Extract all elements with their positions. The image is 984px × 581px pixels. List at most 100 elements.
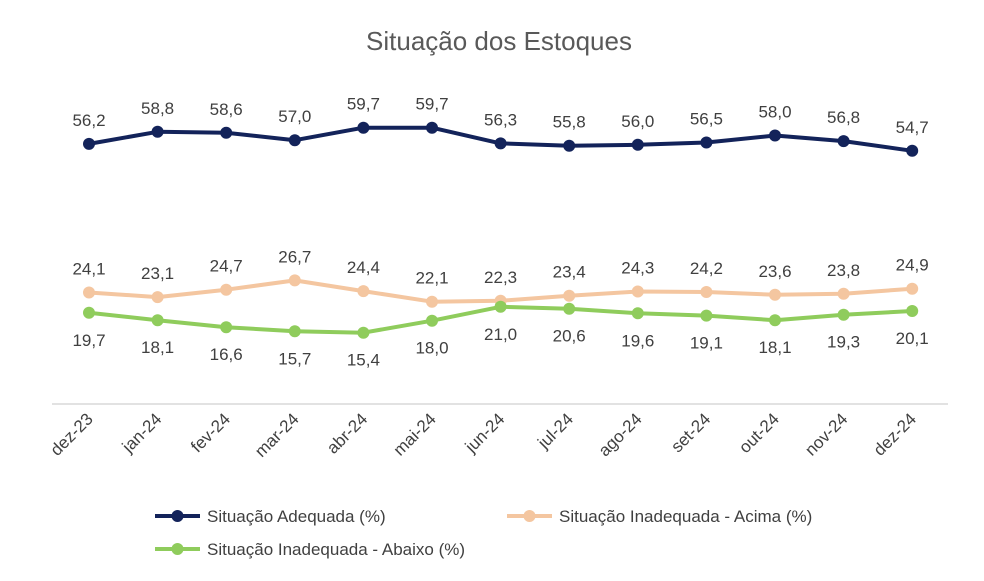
- legend-label-adequada: Situação Adequada (%): [207, 507, 386, 526]
- data-point-adequada: [288, 134, 301, 147]
- legend-item-adequada: Situação Adequada (%): [155, 507, 386, 526]
- data-point-abaixo: [494, 300, 507, 313]
- x-tick-label: mai-24: [390, 409, 440, 459]
- data-label-acima: 23,4: [553, 263, 586, 282]
- data-point-abaixo: [83, 306, 95, 319]
- data-label-adequada: 54,7: [896, 118, 929, 137]
- data-point-acima: [769, 288, 781, 301]
- data-point-adequada: [837, 135, 850, 148]
- data-point-abaixo: [357, 326, 370, 339]
- data-point-adequada: [426, 121, 438, 134]
- x-tick-label: fev-24: [187, 409, 234, 456]
- x-tick-label: nov-24: [801, 409, 851, 459]
- data-point-adequada: [906, 144, 919, 157]
- data-label-adequada: 56,3: [484, 110, 517, 129]
- data-label-adequada: 58,0: [758, 103, 791, 122]
- legend-item-acima: Situação Inadequada - Acima (%): [507, 507, 812, 526]
- data-label-abaixo: 19,6: [621, 331, 654, 350]
- data-label-layer: 56,2 58,8 58,6 57,0 59,7 59,7 56,3 55,8 56,0 56,5…: [72, 95, 928, 370]
- data-point-acima: [151, 291, 164, 304]
- data-point-abaixo: [220, 321, 233, 334]
- data-point-acima: [700, 286, 713, 298]
- data-label-abaixo: 16,6: [210, 345, 243, 364]
- data-label-adequada: 58,6: [210, 100, 243, 119]
- data-label-abaixo: 18,1: [141, 338, 174, 357]
- data-point-abaixo: [769, 314, 781, 327]
- x-tick-layer: dez-23 jan-24 fev-24 mar-24 abr-24 mai-24 jun-…: [47, 409, 920, 461]
- data-point-abaixo: [563, 302, 576, 315]
- data-point-acima: [288, 274, 301, 287]
- data-label-adequada: 56,2: [72, 111, 105, 130]
- chart-title: Situação dos Estoques: [366, 26, 632, 56]
- legend-label-abaixo: Situação Inadequada - Abaixo (%): [207, 540, 465, 559]
- data-point-adequada: [631, 138, 644, 151]
- x-tick-label: dez-23: [47, 409, 97, 459]
- data-label-adequada: 57,0: [278, 107, 311, 126]
- data-label-abaixo: 18,1: [758, 338, 791, 357]
- data-point-acima: [83, 286, 95, 299]
- data-label-acima: 24,3: [621, 259, 654, 278]
- data-point-adequada: [357, 121, 370, 134]
- legend-item-abaixo: Situação Inadequada - Abaixo (%): [155, 540, 465, 559]
- data-point-abaixo: [837, 308, 850, 321]
- legend-label-acima: Situação Inadequada - Acima (%): [559, 507, 812, 526]
- data-point-acima: [426, 295, 438, 308]
- data-point-abaixo: [426, 314, 438, 327]
- data-label-abaixo: 18,0: [415, 339, 448, 358]
- data-point-abaixo: [906, 305, 919, 317]
- data-point-adequada: [151, 125, 164, 138]
- data-label-abaixo: 19,7: [72, 331, 105, 350]
- data-label-acima: 24,9: [896, 256, 929, 275]
- data-label-adequada: 55,8: [553, 113, 586, 132]
- data-label-adequada: 59,7: [415, 95, 448, 114]
- data-point-acima: [837, 287, 850, 300]
- data-point-adequada: [83, 137, 95, 150]
- data-point-acima: [220, 283, 233, 296]
- data-point-abaixo: [631, 307, 644, 320]
- data-label-adequada: 58,8: [141, 99, 174, 118]
- data-label-abaixo: 19,1: [690, 334, 723, 353]
- x-tick-label: out-24: [735, 409, 783, 457]
- data-point-acima: [563, 289, 576, 302]
- data-label-acima: 23,6: [758, 262, 791, 281]
- data-label-abaixo: 20,6: [553, 327, 586, 346]
- data-label-acima: 22,1: [415, 269, 448, 288]
- legend-marker-adequada: [171, 510, 184, 522]
- data-point-acima: [906, 282, 919, 295]
- data-point-adequada: [494, 137, 507, 150]
- x-tick-label: set-24: [667, 409, 714, 456]
- x-tick-label: ago-24: [595, 409, 646, 460]
- data-point-abaixo: [288, 325, 301, 338]
- data-point-adequada: [700, 136, 713, 149]
- legend-marker-acima: [523, 510, 536, 522]
- legend-marker-abaixo: [171, 543, 184, 555]
- data-label-abaixo: 15,7: [278, 349, 311, 368]
- data-label-adequada: 56,8: [827, 108, 860, 127]
- x-tick-label: abr-24: [323, 409, 371, 457]
- data-label-acima: 24,7: [210, 257, 243, 276]
- data-label-adequada: 59,7: [347, 95, 380, 114]
- data-point-adequada: [220, 126, 233, 139]
- data-label-abaixo: 21,0: [484, 325, 517, 344]
- data-label-adequada: 56,5: [690, 110, 723, 129]
- data-point-acima: [631, 285, 644, 298]
- data-label-acima: 23,1: [141, 264, 174, 283]
- data-label-abaixo: 19,3: [827, 333, 860, 352]
- data-label-abaixo: 20,1: [896, 329, 929, 348]
- data-point-acima: [357, 285, 370, 298]
- data-point-abaixo: [151, 314, 164, 327]
- data-label-acima: 23,8: [827, 261, 860, 280]
- data-label-acima: 24,4: [347, 258, 380, 277]
- legend: Situação Adequada (%) Situação Inadequada…: [155, 507, 812, 559]
- x-tick-label: jul-24: [533, 409, 577, 453]
- series-layer: [83, 121, 919, 339]
- data-point-adequada: [769, 129, 781, 142]
- data-label-acima: 24,1: [72, 260, 105, 279]
- data-label-adequada: 56,0: [621, 112, 654, 131]
- data-point-abaixo: [700, 309, 713, 322]
- x-tick-label: dez-24: [870, 409, 920, 459]
- data-label-acima: 22,3: [484, 268, 517, 287]
- data-point-adequada: [563, 139, 576, 152]
- data-label-acima: 26,7: [278, 247, 311, 266]
